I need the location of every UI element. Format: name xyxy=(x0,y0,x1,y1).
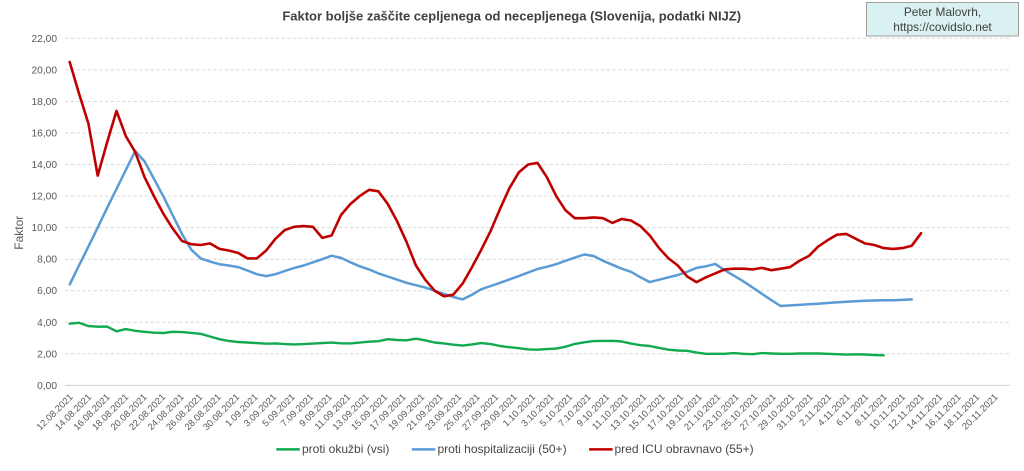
svg-text:Faktor boljše zaščite cepljene: Faktor boljše zaščite cepljenega od nece… xyxy=(282,9,741,24)
svg-text:6,00: 6,00 xyxy=(37,286,57,297)
svg-text:pred ICU obravnavo (55+): pred ICU obravnavo (55+) xyxy=(615,442,754,456)
svg-text:20,00: 20,00 xyxy=(32,65,58,76)
svg-text:8,00: 8,00 xyxy=(37,255,57,266)
svg-text:Peter Malovrh,: Peter Malovrh, xyxy=(904,5,981,19)
svg-text:0,00: 0,00 xyxy=(37,381,57,392)
svg-text:Faktor: Faktor xyxy=(12,216,26,250)
svg-text:2,00: 2,00 xyxy=(37,349,57,360)
svg-text:proti hospitalizaciji (50+): proti hospitalizaciji (50+) xyxy=(438,442,567,456)
svg-text:10,00: 10,00 xyxy=(32,223,58,234)
svg-text:12,00: 12,00 xyxy=(32,192,58,203)
svg-text:4,00: 4,00 xyxy=(37,318,57,329)
svg-text:https://covidslo.net: https://covidslo.net xyxy=(893,20,992,34)
svg-text:22,00: 22,00 xyxy=(32,34,58,45)
svg-text:proti okužbi (vsi): proti okužbi (vsi) xyxy=(302,442,389,456)
svg-text:16,00: 16,00 xyxy=(32,129,58,140)
svg-text:18,00: 18,00 xyxy=(32,97,58,108)
svg-text:14,00: 14,00 xyxy=(32,160,58,171)
